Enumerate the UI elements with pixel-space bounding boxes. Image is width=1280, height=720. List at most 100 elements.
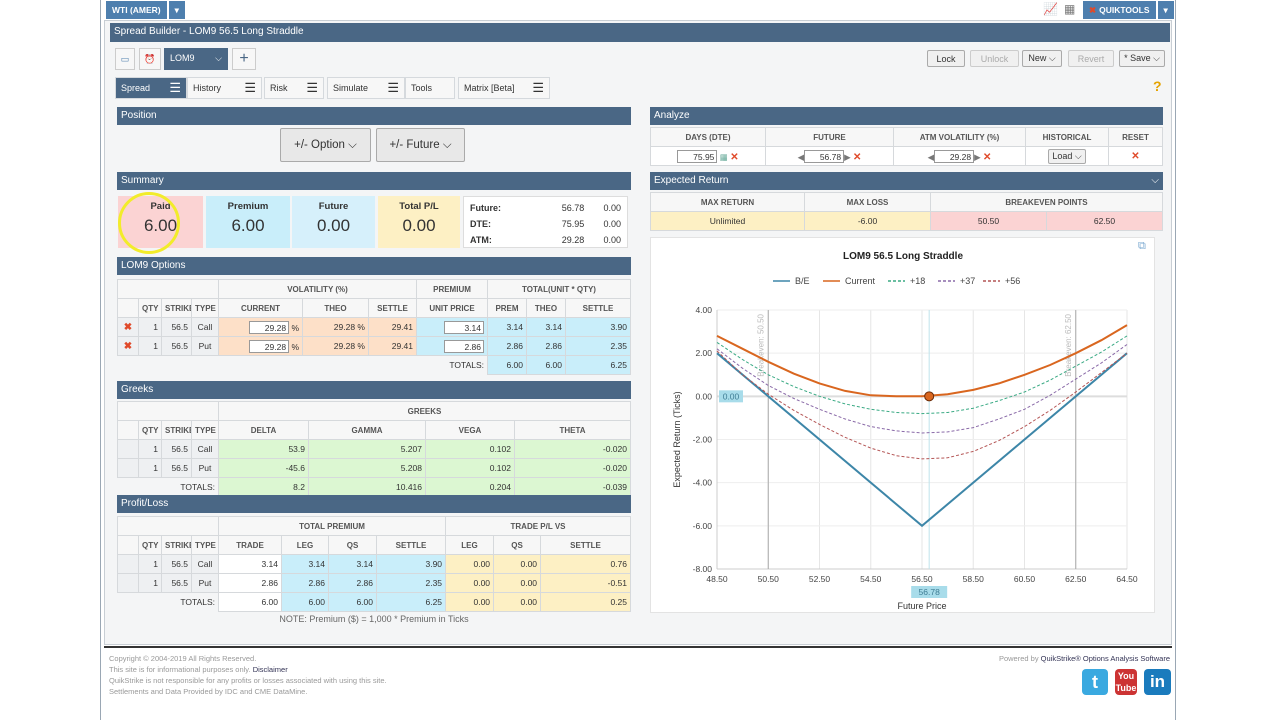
window-icon[interactable]: ▭ (115, 48, 135, 70)
tab-history[interactable]: History ☰ (187, 77, 262, 99)
x-tick-label: 52.50 (809, 574, 831, 584)
delta: 53.9 (218, 439, 309, 459)
column-header: QS (493, 535, 542, 555)
increase-vol-icon[interactable]: ▶ (974, 151, 981, 162)
info-text: This site is for informational purposes … (109, 665, 251, 674)
pl-total: 0.25 (540, 592, 631, 612)
current-vol-input[interactable]: 29.28 (249, 339, 290, 353)
qty: 1 (138, 336, 162, 356)
menu-icon[interactable]: ☰ (244, 80, 256, 95)
y-tick-label: -8.00 (693, 564, 713, 574)
clear-dte-icon[interactable]: ✕ (730, 151, 739, 163)
unit-price-input[interactable]: 2.86 (444, 339, 484, 353)
window-title: Spread Builder - LOM9 56.5 Long Straddle (110, 23, 1170, 42)
menu-icon[interactable]: ☰ (169, 80, 181, 95)
column-header: UNIT PRICE (416, 298, 488, 318)
breakeven-label: Breakeven: 62.50 (1064, 313, 1073, 376)
linkedin-icon[interactable]: in (1144, 669, 1171, 695)
tab-tools[interactable]: Tools (405, 77, 455, 99)
current-vol-input[interactable]: 29.28 (249, 320, 290, 334)
twitter-icon[interactable]: t (1082, 669, 1108, 695)
exchange-label[interactable]: WTI (AMER) (106, 1, 167, 19)
tab-label: Risk (270, 83, 288, 93)
clear-vol-icon[interactable]: ✕ (983, 151, 992, 163)
menu-icon[interactable]: ☰ (387, 80, 399, 95)
summary-total-pl: Total P/L 0.00 (378, 196, 460, 248)
legend-label: Current (845, 276, 876, 286)
chevron-down-icon[interactable]: ▾ (1157, 1, 1174, 19)
info-label: Future: (470, 203, 501, 213)
quiktools-button[interactable]: ✖ QUIKTOOLS (1083, 1, 1156, 19)
menu-icon[interactable]: ☰ (532, 80, 544, 95)
option-button[interactable]: +/- Option ⌵ (280, 128, 371, 162)
qty: 1 (138, 573, 162, 593)
theo-vol: 29.28 % (302, 317, 369, 337)
delete-leg-icon[interactable]: ✖ (123, 340, 133, 352)
qty: 1 (138, 554, 162, 574)
future-button[interactable]: +/- Future ⌵ (376, 128, 465, 162)
lock-button[interactable]: Lock (927, 50, 965, 67)
x-tick-label: 60.50 (1014, 574, 1036, 584)
revert-button[interactable]: Revert (1068, 50, 1114, 67)
series-plus-37 (716, 344, 1128, 434)
legend-label: +56 (1005, 276, 1020, 286)
atm-vol-input[interactable]: 29.28 (934, 149, 975, 163)
dte-header: DAYS (DTE) (650, 127, 766, 147)
x-axis-title: Future Price (897, 601, 946, 611)
new-button[interactable]: New ⌵ (1022, 50, 1062, 67)
analyze-table: DAYS (DTE) FUTURE ATM VOLATILITY (%) HISTOR… (650, 127, 1163, 166)
alarm-clock-icon[interactable]: ⏰ (139, 48, 161, 70)
pl-total: 0.00 (493, 592, 542, 612)
increase-future-icon[interactable]: ▶ (844, 151, 851, 162)
save-button[interactable]: * Save ⌵ (1119, 50, 1165, 67)
breakeven-header: BREAKEVEN POINTS (930, 192, 1163, 212)
current-point-marker (924, 391, 935, 402)
theo-vol: 29.28 % (302, 336, 369, 356)
total-pl-value: 0.00 (402, 216, 436, 235)
dte-input[interactable]: 75.95 (677, 149, 718, 163)
y-tick-label: 0.00 (695, 391, 712, 401)
symbol-dropdown[interactable]: LOM9 ⌵ (164, 48, 228, 70)
chevron-down-icon[interactable]: ▾ (168, 1, 185, 19)
brand-link[interactable]: QuikStrike® Options Analysis Software (1040, 654, 1170, 663)
column-header: SETTLE (565, 298, 631, 318)
load-button[interactable]: Load ⌵ (1048, 148, 1086, 164)
add-tab-button[interactable]: + (232, 48, 256, 70)
calendar-icon[interactable]: ▦ (719, 151, 728, 162)
premium-group: PREMIUM (416, 279, 488, 299)
totals-label: TOTALS: (180, 597, 215, 608)
delete-leg-icon[interactable]: ✖ (123, 321, 133, 333)
unit-price-input[interactable]: 3.14 (444, 320, 484, 334)
premium-label: Premium (227, 201, 269, 212)
youtube-icon[interactable]: You Tube (1115, 669, 1137, 695)
future-input[interactable]: 56.78 (804, 149, 845, 163)
tab-matrix-beta[interactable]: Matrix [Beta] ☰ (458, 77, 550, 99)
menu-icon[interactable]: ☰ (306, 80, 318, 95)
tab-simulate[interactable]: Simulate ☰ (327, 77, 405, 99)
column-header: STRIKE (161, 535, 192, 555)
tab-label: Matrix [Beta] (464, 83, 515, 93)
clear-future-icon[interactable]: ✕ (853, 151, 862, 163)
reset-icon[interactable]: ✕ (1131, 150, 1140, 162)
unlock-button[interactable]: Unlock (970, 50, 1019, 67)
strike: 56.5 (161, 439, 192, 459)
atm-vol-header: ATM VOLATILITY (%) (893, 127, 1026, 147)
chevron-down-icon: ⌵ (215, 53, 222, 63)
decrease-vol-icon[interactable]: ◀ (927, 151, 935, 162)
help-icon[interactable]: ? (1153, 78, 1162, 94)
tab-spread[interactable]: Spread ☰ (115, 77, 187, 99)
decrease-future-icon[interactable]: ◀ (797, 151, 805, 162)
calculator-icon[interactable]: ▦ (1064, 2, 1076, 16)
legend-label: +18 (910, 276, 925, 286)
info-value: 56.78 (561, 203, 585, 213)
tab-risk[interactable]: Risk ☰ (264, 77, 324, 99)
chevron-down-icon[interactable]: ⌵ (1151, 175, 1159, 186)
historical-header: HISTORICAL (1025, 127, 1109, 147)
current-x-badge (911, 586, 948, 598)
quiktools-label: QUIKTOOLS (1099, 5, 1150, 15)
print-icon[interactable]: ⧉ (1138, 240, 1146, 252)
chart-icon[interactable]: 📈 (1043, 2, 1058, 16)
exchange-selector[interactable]: WTI (AMER) ▾ (106, 1, 185, 19)
theta: -0.020 (514, 458, 631, 478)
disclaimer-link[interactable]: Disclaimer (252, 665, 288, 674)
